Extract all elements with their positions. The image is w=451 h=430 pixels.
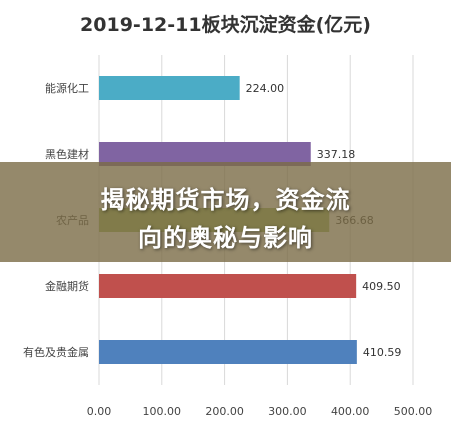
- x-tick-label: 300.00: [268, 405, 307, 418]
- value-label: 410.59: [363, 346, 402, 359]
- banner-line-2: 向的奥秘与影响: [138, 224, 313, 252]
- x-tick-label: 400.00: [331, 405, 370, 418]
- value-label: 224.00: [246, 82, 285, 95]
- x-tick-label: 0.00: [87, 405, 112, 418]
- x-tick-label: 100.00: [143, 405, 182, 418]
- category-label: 有色及贵金属: [23, 345, 89, 359]
- x-tick-label: 500.00: [394, 405, 433, 418]
- x-tick-label: 200.00: [205, 405, 244, 418]
- banner-line-1: 揭秘期货市场，资金流: [100, 186, 351, 214]
- bar: [99, 274, 357, 298]
- value-label: 409.50: [362, 280, 401, 293]
- category-label: 能源化工: [45, 81, 89, 95]
- bar: [99, 340, 357, 364]
- category-label: 黑色建材: [45, 147, 89, 161]
- bar: [99, 76, 240, 100]
- value-label: 337.18: [317, 148, 356, 161]
- category-label: 金融期货: [45, 279, 89, 293]
- chart-title: 2019-12-11板块沉淀资金(亿元): [80, 14, 371, 36]
- overlay-banner: 揭秘期货市场，资金流 向的奥秘与影响: [0, 162, 451, 262]
